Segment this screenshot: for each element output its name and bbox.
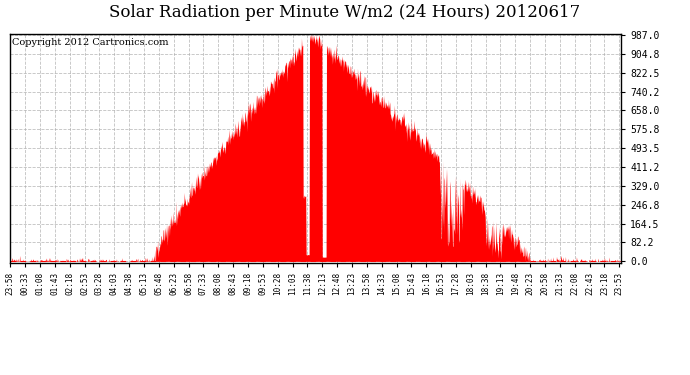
Text: Copyright 2012 Cartronics.com: Copyright 2012 Cartronics.com	[12, 38, 168, 47]
Text: Solar Radiation per Minute W/m2 (24 Hours) 20120617: Solar Radiation per Minute W/m2 (24 Hour…	[110, 4, 580, 21]
